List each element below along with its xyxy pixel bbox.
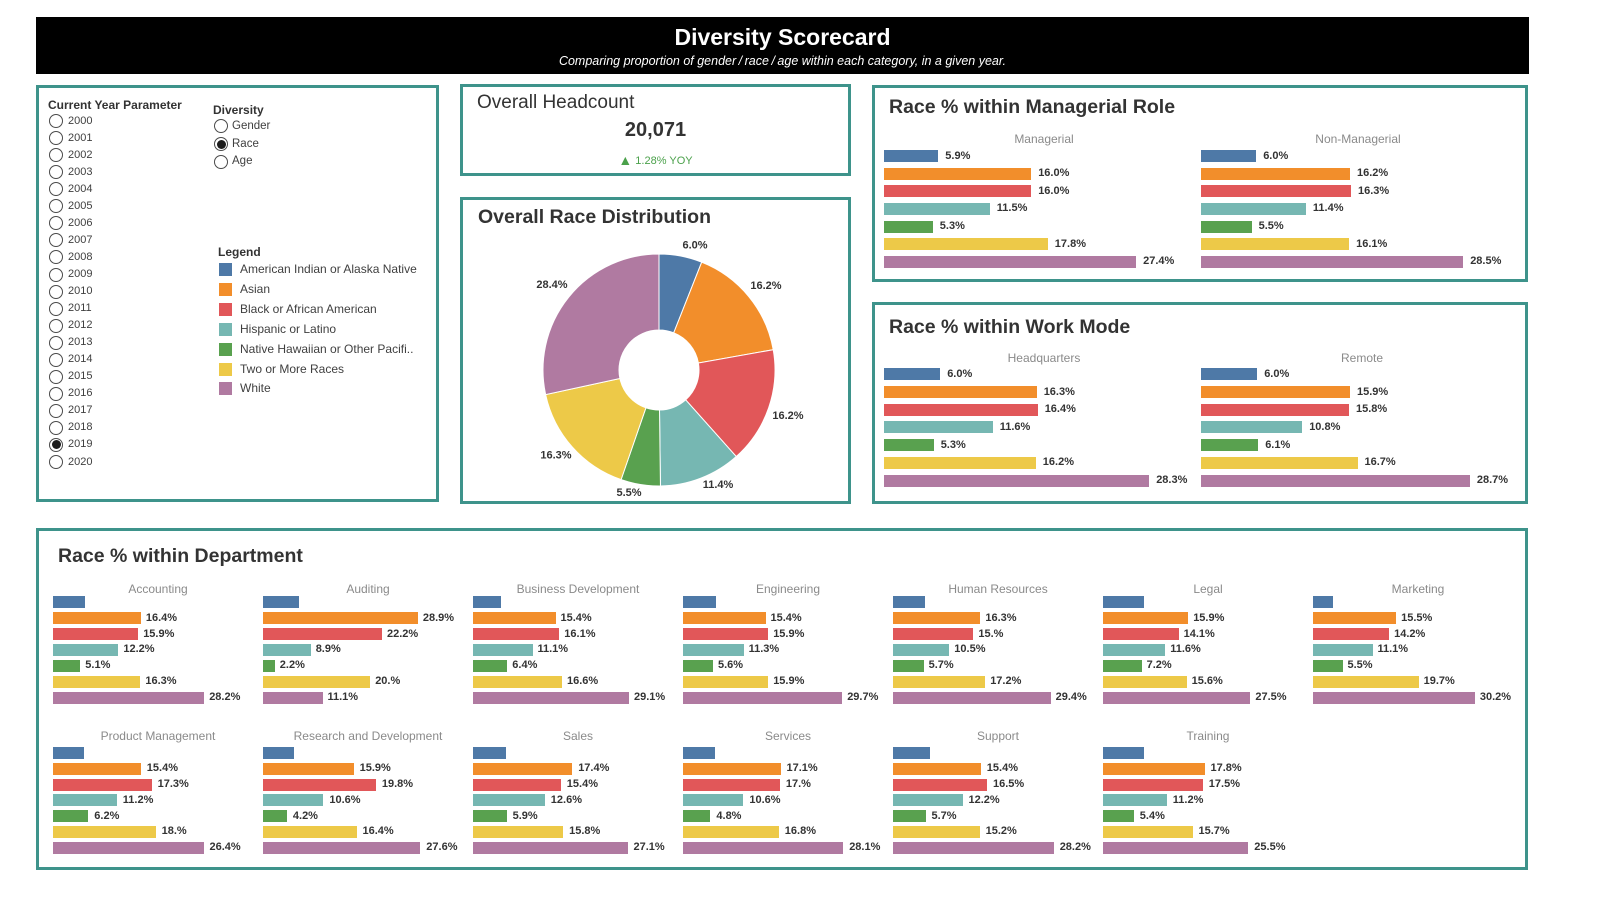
svg-text:11.4%: 11.4%	[703, 479, 734, 491]
svg-text:16.3%: 16.3%	[540, 449, 571, 461]
svg-text:16.2%: 16.2%	[772, 410, 803, 422]
svg-text:28.4%: 28.4%	[536, 279, 567, 291]
svg-text:6.0%: 6.0%	[682, 239, 707, 251]
svg-text:5.5%: 5.5%	[616, 487, 641, 499]
svg-text:16.2%: 16.2%	[750, 280, 781, 292]
